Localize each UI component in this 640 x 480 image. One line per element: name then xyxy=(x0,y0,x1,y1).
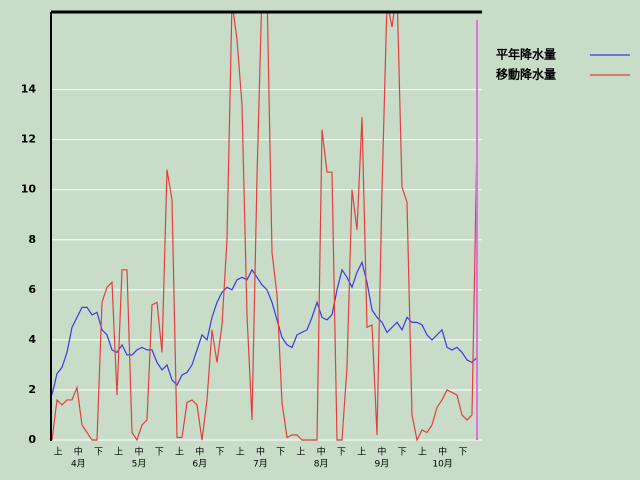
x-tick-label: 中 xyxy=(438,446,447,458)
month-label: 8月 xyxy=(314,459,329,470)
y-tick-label: 4 xyxy=(28,333,36,346)
month-label: 7月 xyxy=(253,459,268,470)
x-tick-label: 上 xyxy=(175,447,184,458)
y-tick-label: 0 xyxy=(28,433,36,446)
x-tick-label: 下 xyxy=(155,448,164,458)
x-tick-label: 下 xyxy=(94,448,103,458)
month-label: 5月 xyxy=(132,459,147,470)
x-tick-label: 下 xyxy=(276,448,285,458)
x-tick-label: 上 xyxy=(296,447,305,458)
x-tick-label: 中 xyxy=(135,446,144,458)
x-tick-label: 上 xyxy=(54,447,63,458)
y-tick-label: 6 xyxy=(28,283,36,296)
grid xyxy=(52,89,482,441)
month-label: 4月 xyxy=(71,459,86,470)
x-tick-label: 中 xyxy=(377,446,386,458)
x-tick-label: 上 xyxy=(114,447,123,458)
y-tick-label: 2 xyxy=(28,383,36,396)
month-label: 6月 xyxy=(192,459,207,470)
x-tick-label: 上 xyxy=(418,447,427,458)
x-tick-label: 中 xyxy=(256,446,265,458)
x-tick-label: 下 xyxy=(458,448,467,458)
plot-lines xyxy=(51,12,478,442)
x-tick-label: 下 xyxy=(398,448,407,458)
x-tick-label: 中 xyxy=(317,446,326,458)
y-tick-label: 12 xyxy=(21,133,36,146)
x-tick-label: 中 xyxy=(74,446,83,458)
series-line xyxy=(51,12,478,442)
month-label: 10月 xyxy=(432,459,452,470)
labels: 02468101214上中下上中下上中下上中下上中下上中下上中下4月 5月 6月 7月… xyxy=(21,47,630,470)
legend-label: 移動降水量 xyxy=(496,67,556,82)
x-tick-label: 上 xyxy=(236,447,245,458)
y-tick-label: 8 xyxy=(28,233,36,246)
month-label: 9月 xyxy=(375,459,390,470)
legend-label: 平年降水量 xyxy=(496,47,556,62)
y-tick-label: 14 xyxy=(21,83,37,96)
x-tick-label: 下 xyxy=(215,448,224,458)
x-tick-label: 下 xyxy=(337,448,346,458)
x-tick-label: 上 xyxy=(357,447,366,458)
x-tick-label: 中 xyxy=(195,446,204,458)
series-line xyxy=(51,260,478,396)
y-tick-label: 10 xyxy=(21,183,37,196)
